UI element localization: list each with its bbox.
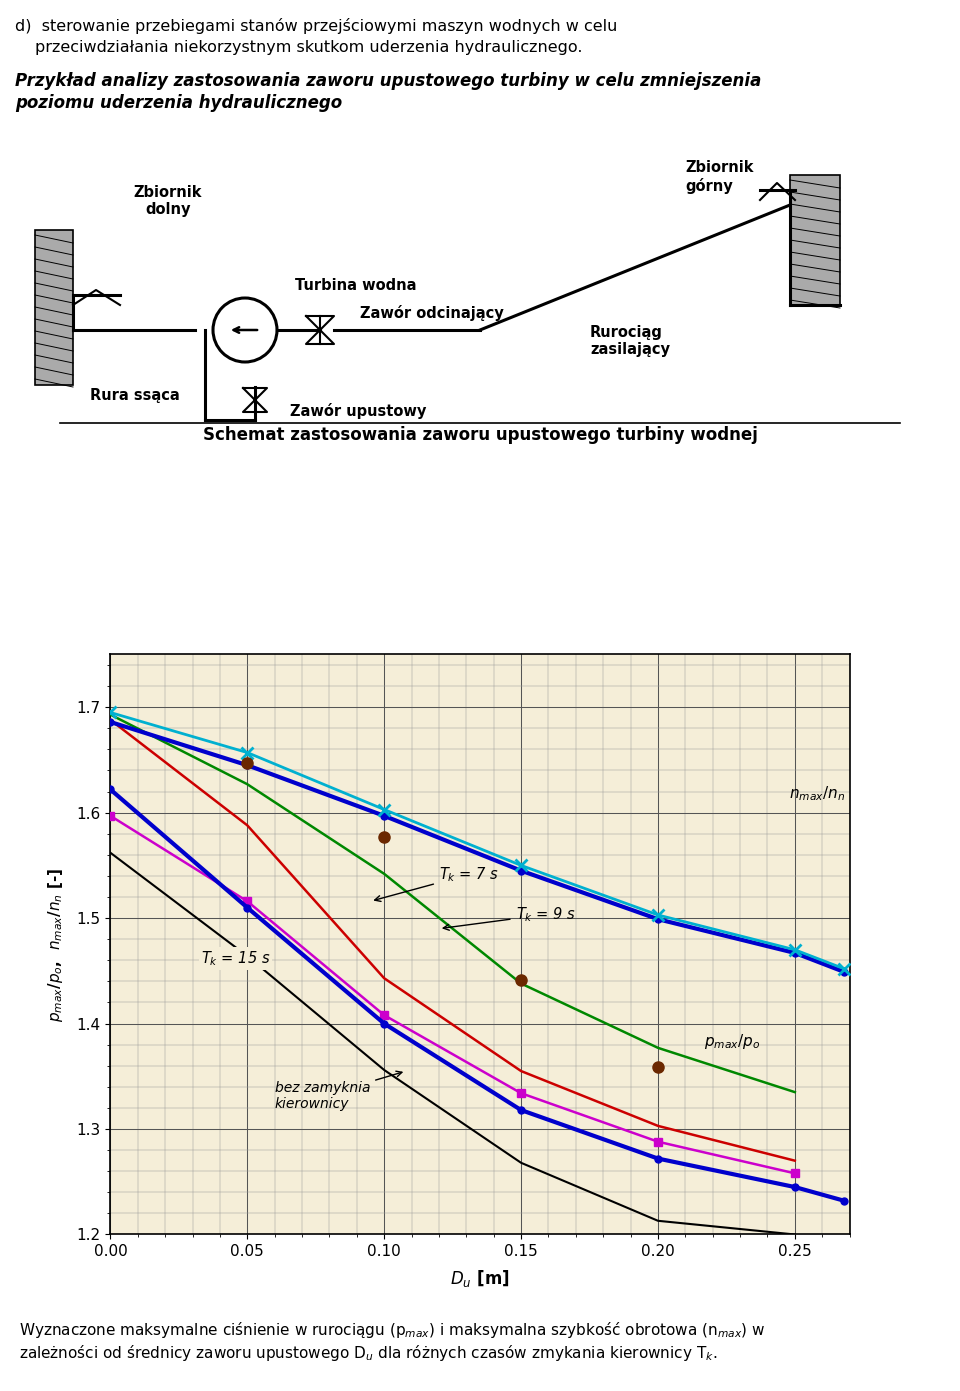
Text: przeciwdziałania niekorzystnym skutkom uderzenia hydraulicznego.: przeciwdziałania niekorzystnym skutkom u… bbox=[35, 40, 583, 56]
Text: Wyznaczone maksymalne ciśnienie w rurociągu (p$_{max}$) i maksymalna szybkość ob: Wyznaczone maksymalne ciśnienie w ruroci… bbox=[19, 1320, 765, 1363]
Text: bez zamyknia
kierownicy: bez zamyknia kierownicy bbox=[275, 1071, 402, 1111]
Text: Schemat zastosowania zaworu upustowego turbiny wodnej: Schemat zastosowania zaworu upustowego t… bbox=[203, 426, 757, 444]
Text: $T_k$ = 15 s: $T_k$ = 15 s bbox=[201, 949, 270, 968]
Text: Rurociąg
zasilający: Rurociąg zasilający bbox=[590, 325, 670, 357]
FancyBboxPatch shape bbox=[790, 175, 840, 305]
Text: poziomu uderzenia hydraulicznego: poziomu uderzenia hydraulicznego bbox=[15, 95, 342, 113]
FancyBboxPatch shape bbox=[35, 230, 73, 385]
Text: Przykład analizy zastosowania zaworu upustowego turbiny w celu zmniejszenia: Przykład analizy zastosowania zaworu upu… bbox=[15, 72, 761, 90]
Text: Rura ssąca: Rura ssąca bbox=[90, 388, 180, 403]
Text: Zawór upustowy: Zawór upustowy bbox=[290, 403, 426, 419]
Text: d)  sterowanie przebiegami stanów przejściowymi maszyn wodnych w celu: d) sterowanie przebiegami stanów przejśc… bbox=[15, 18, 617, 33]
Text: $T_k$ = 9 s: $T_k$ = 9 s bbox=[444, 906, 576, 931]
X-axis label: $D_u$ [m]: $D_u$ [m] bbox=[450, 1267, 510, 1288]
Text: Zawór odcinający: Zawór odcinający bbox=[360, 305, 504, 321]
Text: Zbiornik
dolny: Zbiornik dolny bbox=[133, 185, 203, 217]
Text: $T_k$ = 7 s: $T_k$ = 7 s bbox=[374, 865, 499, 901]
Text: Zbiornik
górny: Zbiornik górny bbox=[685, 160, 754, 193]
Y-axis label: $p_{max}$/$p_o$,  $n_{max}$/$n_n$ [-]: $p_{max}$/$p_o$, $n_{max}$/$n_n$ [-] bbox=[46, 868, 65, 1021]
Text: $p_{max}/p_o$: $p_{max}/p_o$ bbox=[705, 1032, 760, 1052]
Text: $n_{max}/n_n$: $n_{max}/n_n$ bbox=[789, 785, 846, 803]
Text: Turbina wodna: Turbina wodna bbox=[295, 278, 417, 294]
